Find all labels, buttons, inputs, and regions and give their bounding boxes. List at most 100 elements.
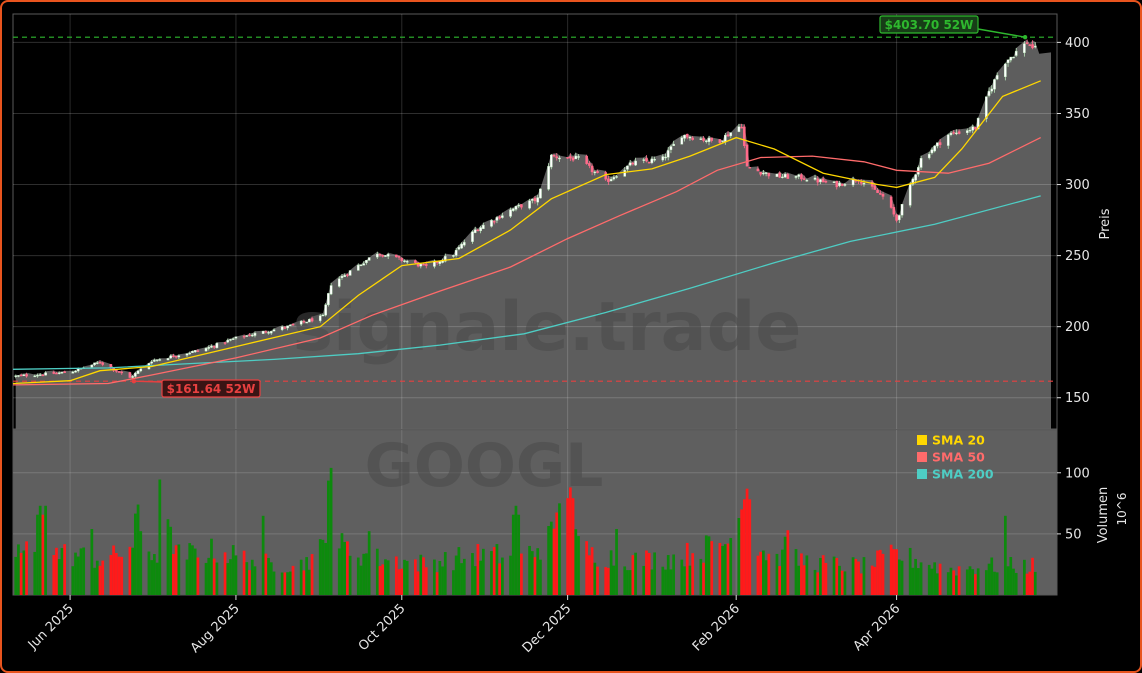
volume-bar xyxy=(245,562,249,595)
volume-bar xyxy=(22,550,26,595)
candle-body xyxy=(337,278,341,287)
candle-body xyxy=(1014,51,1018,56)
volume-bar xyxy=(661,566,665,595)
volume-bar xyxy=(710,541,714,595)
candle-body xyxy=(74,370,77,373)
candle-body xyxy=(346,274,349,276)
volume-bar xyxy=(702,562,705,595)
volume-bar xyxy=(919,562,923,595)
price-area-fill xyxy=(15,39,1052,429)
volume-bar xyxy=(147,551,151,595)
volume-bar xyxy=(878,549,882,595)
volume-bar xyxy=(976,568,980,595)
candle-body xyxy=(376,253,379,258)
volume-bar xyxy=(767,553,771,595)
candle-body xyxy=(60,371,64,374)
volume-bar xyxy=(172,553,175,595)
candle-body xyxy=(650,158,654,164)
volume-bar xyxy=(824,562,828,595)
candle-body xyxy=(666,150,670,158)
legend-swatch xyxy=(917,452,927,462)
volume-bar xyxy=(1031,557,1034,595)
low-52w-arrowhead xyxy=(131,378,137,384)
volume-bar xyxy=(873,566,877,595)
candle-body xyxy=(927,153,931,159)
candle-body xyxy=(479,227,482,232)
volume-bar xyxy=(381,564,385,595)
volume-bar xyxy=(231,545,235,595)
candle-body xyxy=(378,253,382,256)
volume-bar xyxy=(650,569,654,595)
volume-bar xyxy=(414,559,417,595)
candle-body xyxy=(38,374,42,376)
candle-body xyxy=(672,143,675,146)
volume-panel: GOOGL SMA 20 SMA 50 SMA 200 xyxy=(12,429,1058,596)
volume-bar xyxy=(473,566,477,595)
volume-bar xyxy=(443,552,447,595)
candle-body xyxy=(264,331,268,333)
candle-body xyxy=(212,346,216,348)
volume-bar xyxy=(854,558,858,595)
volume-bar xyxy=(742,499,746,595)
candle-body xyxy=(193,350,197,353)
candle-body xyxy=(800,174,803,180)
candle-body xyxy=(155,359,159,361)
volume-bar xyxy=(723,544,727,595)
candle-body xyxy=(498,216,501,219)
volume-bar xyxy=(229,559,232,595)
candle-body xyxy=(571,157,575,161)
candle-body xyxy=(367,257,371,261)
candle-body xyxy=(134,372,137,377)
volume-bar xyxy=(55,547,58,595)
volume-bar xyxy=(253,566,257,595)
volume-bar xyxy=(384,559,387,595)
candle-body xyxy=(57,372,61,374)
volume-bar xyxy=(394,556,398,595)
candle-body xyxy=(876,189,879,193)
candle-body xyxy=(245,335,249,337)
volume-bar xyxy=(117,556,121,595)
low-52w-label: $161.64 52W xyxy=(167,382,256,396)
candle-body xyxy=(838,182,841,187)
candle-body xyxy=(492,221,496,223)
candle-body xyxy=(55,372,58,375)
volume-bar xyxy=(492,547,496,595)
volume-bar xyxy=(210,538,213,595)
volume-bar xyxy=(44,505,47,595)
volume-bar xyxy=(38,505,42,595)
candle-body xyxy=(552,155,556,157)
candle-body xyxy=(248,334,251,337)
volume-bar xyxy=(802,565,806,595)
volume-bar xyxy=(481,548,485,595)
volume-bar xyxy=(691,553,695,595)
candle-body xyxy=(36,375,39,377)
candle-body xyxy=(737,126,741,132)
volume-bar xyxy=(762,550,765,595)
candle-body xyxy=(191,350,194,353)
candle-body xyxy=(381,255,385,257)
volume-bar xyxy=(95,560,99,595)
volume-bar xyxy=(566,498,569,595)
candle-body xyxy=(242,335,246,338)
volume-tick-label: 100 xyxy=(1065,466,1090,481)
volume-bar xyxy=(914,558,917,595)
candle-body xyxy=(952,132,955,134)
candle-body xyxy=(414,260,417,263)
volume-bar xyxy=(1023,559,1026,595)
candle-body xyxy=(645,158,648,162)
candle-body xyxy=(177,355,181,358)
volume-bar xyxy=(536,548,540,595)
candle-body xyxy=(210,346,213,348)
volume-bar xyxy=(634,552,637,595)
volume-bar xyxy=(223,552,227,595)
candle-body xyxy=(419,263,423,267)
candle-body xyxy=(229,339,232,341)
candle-body xyxy=(707,137,711,142)
volume-bar xyxy=(1012,568,1015,595)
volume-bar xyxy=(14,556,18,595)
volume-bar xyxy=(509,555,512,595)
volume-axis-label: Volumen xyxy=(1096,487,1111,544)
volume-bar xyxy=(1006,566,1010,595)
volume-bar xyxy=(726,543,730,595)
candle-body xyxy=(403,260,406,262)
